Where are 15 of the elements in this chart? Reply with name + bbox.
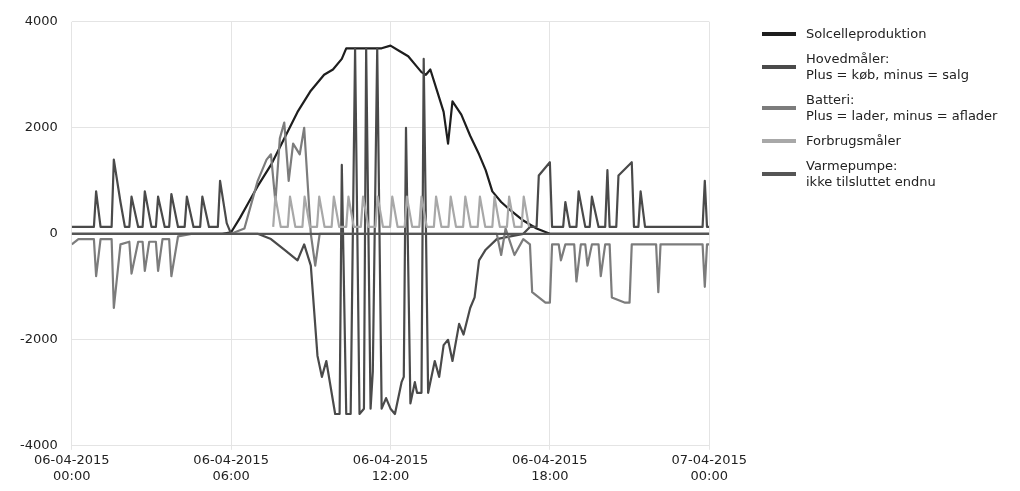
legend-label: Varmepumpe: ikke tilsluttet endnu <box>806 158 936 190</box>
x-tick-label: 06-04-2015 00:00 <box>33 451 110 483</box>
y-tick-label: -2000 <box>19 331 58 347</box>
legend-label: Hovedmåler: Plus = køb, minus = salg <box>806 51 969 83</box>
y-tick-label: 2000 <box>24 119 58 135</box>
x-tick-label: 06-04-2015 06:00 <box>193 451 269 483</box>
x-tick-label: 06-04-2015 18:00 <box>512 451 588 483</box>
x-tick-label: 06-04-2015 12:00 <box>352 451 429 483</box>
y-tick-label: 4000 <box>24 13 58 29</box>
y-tick-label: -4000 <box>19 437 58 453</box>
x-tick-label: 07-04-2015 00:00 <box>671 451 748 483</box>
legend-label: Forbrugsmåler <box>806 133 901 149</box>
legend-label: Batteri: Plus = lader, minus = aflader <box>806 92 998 124</box>
legend-label: Solcelleproduktion <box>806 26 927 42</box>
y-tick-label: 0 <box>49 225 58 241</box>
